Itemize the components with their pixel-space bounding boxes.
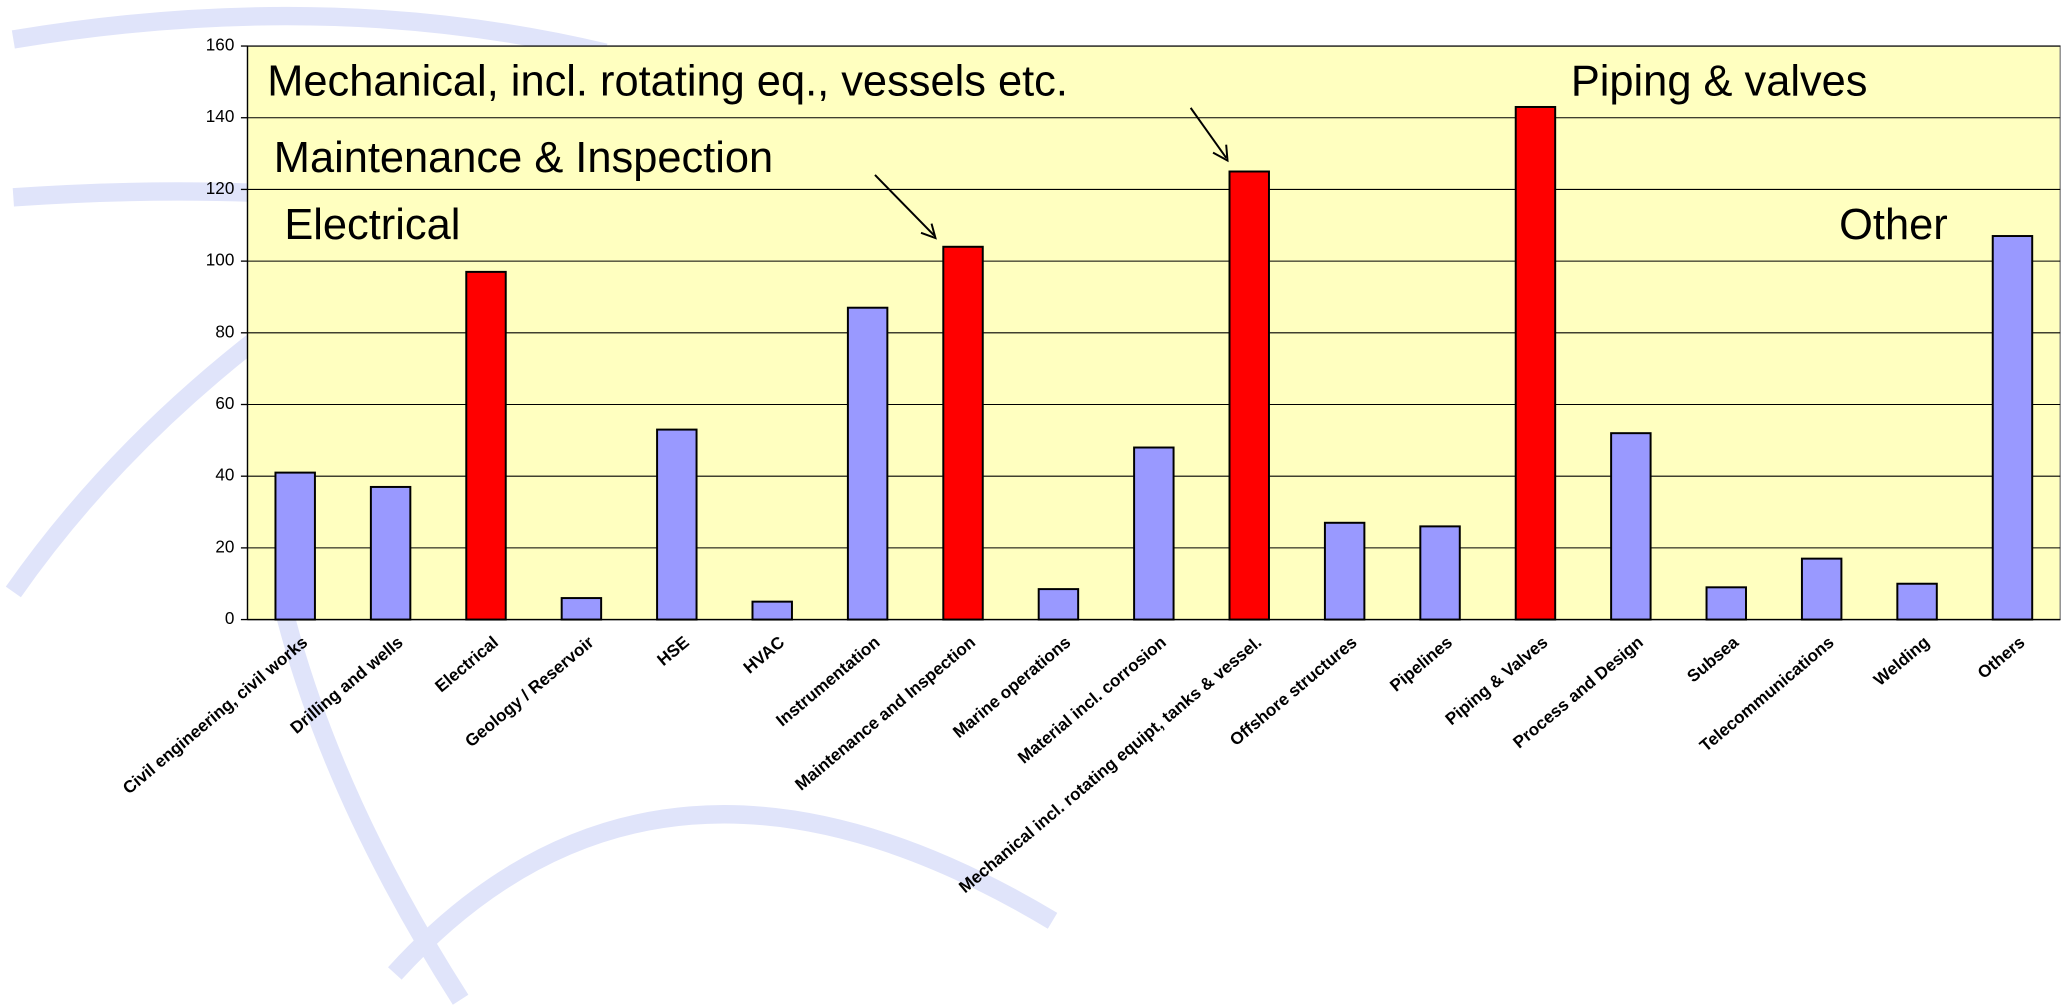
bar: [1037, 588, 1080, 621]
x-tick-label: Others: [1974, 633, 2028, 683]
arrow: [1189, 107, 1227, 159]
bar: [942, 245, 984, 621]
bar: [846, 306, 889, 621]
y-tick-label: 20: [215, 537, 234, 556]
y-tick-label: 60: [215, 394, 234, 413]
bar: [1610, 432, 1652, 621]
arrow-head: [920, 223, 937, 240]
bar: [369, 485, 412, 621]
annotation: Maintenance & Inspection: [274, 134, 773, 182]
y-tick-label: 160: [206, 36, 235, 55]
x-tick-label: Electrical: [432, 633, 502, 696]
x-tick-label: Maintenance and Inspection: [791, 633, 979, 795]
x-tick-label: Pipelines: [1386, 633, 1456, 696]
annotation: Piping & valves: [1571, 58, 1868, 106]
x-tick-label: HSE: [654, 633, 693, 670]
y-tick-label: 0: [225, 609, 235, 628]
x-tick-label: HVAC: [740, 633, 788, 678]
bar: [751, 600, 793, 621]
y-tick-label: 100: [206, 251, 235, 270]
arrow: [874, 174, 935, 237]
bar: [1514, 105, 1557, 621]
y-tick-label: 40: [215, 466, 234, 485]
annotation: Electrical: [284, 201, 460, 249]
bar: [1991, 235, 2034, 621]
annotation: Other: [1839, 201, 1948, 249]
y-tick-label: 120: [206, 179, 235, 198]
bar: [1705, 586, 1747, 621]
bar: [656, 428, 698, 621]
y-tick-label: 140: [206, 107, 235, 126]
y-tick-label: 80: [215, 322, 234, 341]
bar: [1419, 525, 1461, 621]
bar: [1228, 170, 1270, 621]
x-tick-label: Subsea: [1683, 632, 1742, 686]
arrow-head: [1212, 144, 1229, 163]
annotation: Mechanical, incl. rotating eq., vessels …: [267, 58, 1068, 106]
x-tick-label: Civil engineering, civil works: [119, 633, 311, 798]
bar: [1133, 446, 1175, 621]
bar: [560, 597, 603, 621]
bar: [465, 270, 507, 621]
x-tick-label: Welding: [1870, 633, 1933, 690]
bar: [1323, 521, 1366, 621]
bar: [274, 471, 316, 621]
bar: [1896, 582, 1938, 621]
bar: [1800, 557, 1843, 621]
